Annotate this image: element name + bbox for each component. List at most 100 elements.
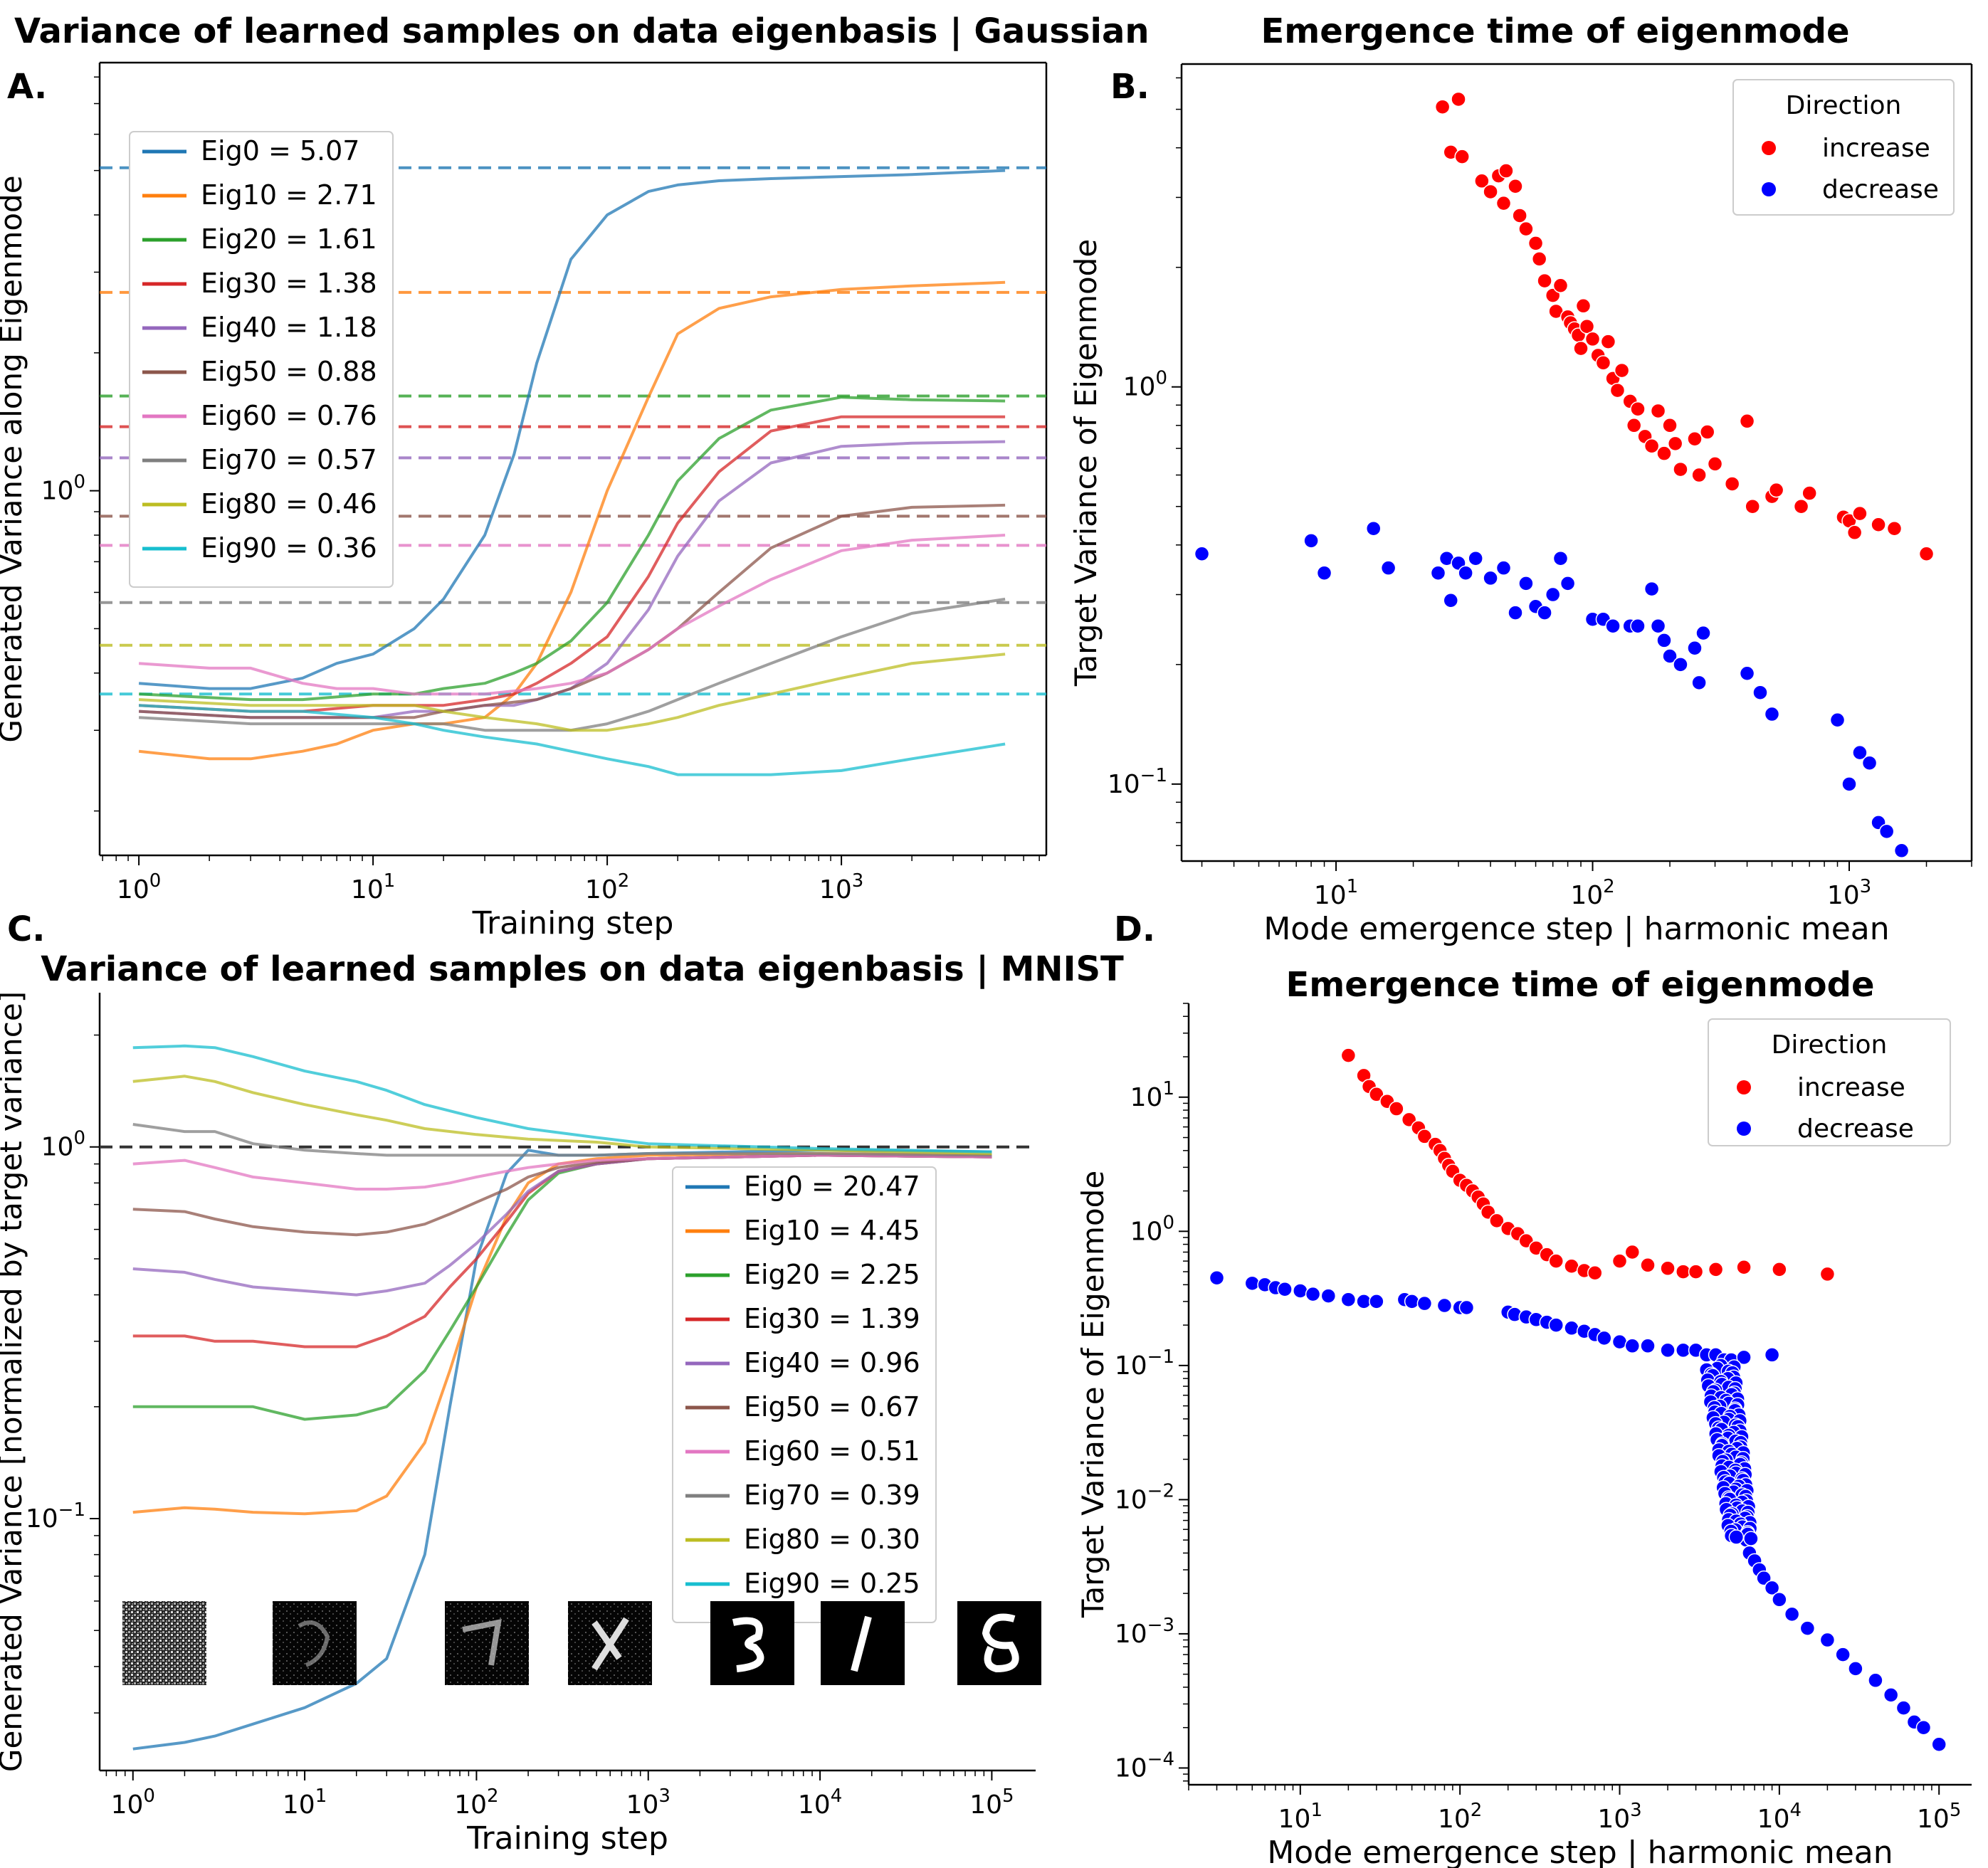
thumbnail-step-100000: [957, 1601, 1041, 1685]
x-tick-label: 103: [1597, 1800, 1641, 1834]
chart-d-emergence-time: 101 102 103 104 105 101 100 10−1 10−2 10−3 10−4 Mod…: [1075, 1003, 1972, 1868]
increase-point: [1483, 184, 1498, 200]
legend-entry-1: Eig10 = 2.71: [201, 179, 377, 211]
legend: Direction increase decrease: [1708, 1018, 1951, 1146]
y-tick-label: 100: [1123, 368, 1167, 402]
decrease-point: [1931, 1736, 1947, 1752]
increase-point: [1745, 498, 1760, 515]
decrease-point: [1404, 1294, 1420, 1309]
legend-entry-3: Eig30 = 1.39: [744, 1303, 920, 1334]
increase-point: [1819, 1266, 1836, 1282]
x-tick-label: 100: [111, 1785, 155, 1820]
x-axis-label: Mode emergence step | harmonic mean: [1263, 911, 1889, 947]
decrease-point: [1340, 1292, 1357, 1307]
increase-point: [1595, 355, 1611, 371]
x-tick-label: 102: [1438, 1800, 1482, 1834]
decrease-point: [1430, 565, 1446, 581]
decrease-point: [1365, 520, 1382, 537]
decrease-point: [1293, 1283, 1308, 1299]
decrease-point: [1316, 565, 1332, 581]
decrease-point: [1611, 1334, 1628, 1350]
y-tick-label: 100: [1130, 1212, 1174, 1246]
series-line-8: [138, 653, 1006, 732]
decrease-point: [1764, 1580, 1780, 1596]
increase-point: [1624, 1244, 1641, 1260]
increase-point: [1573, 340, 1589, 357]
increase-point: [1802, 485, 1817, 501]
plot-area: [1194, 91, 1935, 859]
decrease-point: [1495, 560, 1512, 576]
decrease-point: [1209, 1270, 1225, 1286]
increase-point: [1564, 1258, 1579, 1275]
increase-point: [1416, 1129, 1433, 1144]
series-line-7: [132, 1123, 992, 1157]
decrease-point: [1662, 648, 1678, 664]
y-axis-label: Target Variance of Eigenmode: [1075, 1171, 1110, 1618]
chart-b-emergence-time: 101 102 103 100 10−1 Mode emergence step | ha…: [1068, 63, 1973, 947]
decrease-point: [1819, 1632, 1836, 1648]
increase-point: [1688, 1264, 1704, 1279]
y-tick-label: 100: [41, 472, 85, 506]
increase-point: [1687, 431, 1703, 447]
decrease-point: [1468, 550, 1483, 566]
increase-point: [1707, 456, 1723, 472]
increase-point: [1793, 498, 1809, 515]
decrease-point: [1643, 581, 1660, 597]
plot-area: [1209, 1048, 1947, 1752]
decrease-point: [1861, 755, 1878, 771]
increase-point: [1846, 524, 1863, 541]
series-line-2: [139, 396, 1006, 702]
increase-point: [1584, 331, 1601, 347]
legend-entry-increase: increase: [1822, 134, 1930, 163]
decrease-point: [1508, 605, 1523, 621]
series-line-8: [132, 1075, 992, 1155]
legend-entry-6: Eig60 = 0.76: [201, 400, 377, 431]
increase-point: [1724, 476, 1740, 492]
decrease-point: [1695, 625, 1711, 641]
x-tick-label: 100: [117, 870, 161, 904]
y-tick-label: 10−2: [1115, 1480, 1174, 1514]
legend-box: [1708, 1018, 1951, 1146]
mnist-thumbnails: [122, 1601, 1041, 1685]
legend: Direction increase decrease: [1732, 79, 1955, 216]
x-tick-label: 102: [585, 870, 629, 904]
decrease-point: [1548, 1317, 1564, 1333]
decrease-point: [1660, 1342, 1676, 1358]
legend-entry-decrease: decrease: [1822, 175, 1939, 204]
legend-entry-2: Eig20 = 1.61: [201, 223, 377, 255]
chart-c-mnist-variance: 100 101 102 103 104 105 100 10−1 Training step Ge…: [0, 991, 1036, 1857]
panel-c-title: Variance of learned samples on data eige…: [41, 949, 1124, 989]
legend-title: Direction: [1786, 91, 1902, 120]
decrease-point: [1650, 618, 1666, 634]
increase-point: [1667, 436, 1683, 452]
panel-b-title: Emergence time of eigenmode: [1261, 11, 1849, 51]
x-axis-label: Mode emergence step | harmonic mean: [1267, 1835, 1893, 1868]
decrease-point: [1303, 533, 1319, 549]
series-line-9: [138, 704, 1006, 776]
decrease-point: [1443, 593, 1458, 608]
decrease-point: [1560, 576, 1576, 591]
decrease-point: [1320, 1288, 1337, 1304]
x-tick-label: 104: [1757, 1800, 1802, 1834]
y-tick-label: 100: [41, 1128, 85, 1162]
decrease-point: [1895, 1700, 1912, 1716]
decrease-point: [1369, 1294, 1384, 1309]
decrease-point: [1676, 1342, 1691, 1358]
increase-point: [1708, 1262, 1724, 1277]
increase-point: [1626, 418, 1642, 433]
decrease-point: [1545, 586, 1561, 603]
y-tick-label: 10−1: [1108, 765, 1167, 799]
x-tick-label: 104: [798, 1785, 842, 1820]
decrease-point: [1852, 744, 1868, 761]
increase-point: [1736, 1260, 1752, 1275]
increase-point: [1772, 1262, 1787, 1277]
decrease-point: [1728, 1529, 1745, 1545]
increase-point: [1699, 424, 1715, 440]
legend-entry-4: Eig40 = 0.96: [744, 1347, 920, 1378]
legend-entry-7: Eig70 = 0.39: [744, 1479, 920, 1511]
series-line-1: [132, 1152, 992, 1516]
legend-entry-9: Eig90 = 0.36: [201, 532, 377, 564]
legend-entry-7: Eig70 = 0.57: [201, 444, 377, 475]
decrease-point: [1799, 1620, 1816, 1636]
increase-point: [1537, 273, 1552, 289]
